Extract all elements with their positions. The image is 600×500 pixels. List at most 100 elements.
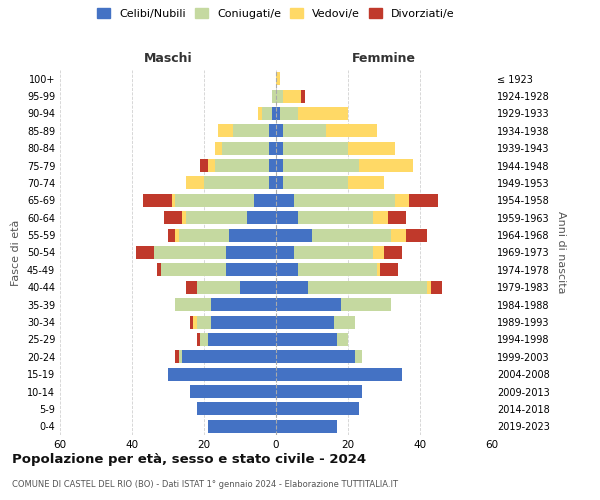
Bar: [226, 264, 276, 276]
Y-axis label: Fasce di età: Fasce di età: [11, 220, 21, 286]
Bar: [168, 368, 276, 380]
Bar: [276, 420, 337, 433]
Bar: [200, 159, 208, 172]
Bar: [341, 298, 391, 311]
Bar: [193, 316, 197, 328]
Bar: [190, 385, 276, 398]
Bar: [276, 124, 283, 138]
Bar: [348, 142, 395, 154]
Bar: [154, 246, 226, 259]
Bar: [269, 159, 276, 172]
Bar: [298, 264, 377, 276]
Bar: [276, 316, 334, 328]
Bar: [211, 316, 276, 328]
Bar: [276, 280, 308, 294]
Bar: [276, 107, 280, 120]
Bar: [168, 228, 175, 241]
Bar: [355, 350, 362, 364]
Bar: [294, 194, 395, 207]
Bar: [409, 194, 438, 207]
Text: Maschi: Maschi: [143, 52, 193, 65]
Bar: [272, 90, 276, 102]
Bar: [175, 228, 179, 241]
Bar: [164, 211, 182, 224]
Bar: [269, 176, 276, 190]
Bar: [215, 142, 222, 154]
Bar: [276, 264, 298, 276]
Bar: [294, 246, 373, 259]
Bar: [272, 107, 276, 120]
Bar: [143, 194, 172, 207]
Bar: [359, 159, 413, 172]
Bar: [276, 194, 294, 207]
Text: Popolazione per età, sesso e stato civile - 2024: Popolazione per età, sesso e stato civil…: [12, 452, 366, 466]
Bar: [276, 72, 280, 85]
Bar: [326, 124, 377, 138]
Bar: [182, 211, 186, 224]
Bar: [179, 228, 229, 241]
Bar: [197, 280, 240, 294]
Bar: [211, 298, 276, 311]
Bar: [200, 333, 208, 346]
Bar: [276, 159, 283, 172]
Text: Femmine: Femmine: [352, 52, 416, 65]
Bar: [276, 385, 362, 398]
Bar: [276, 402, 359, 415]
Bar: [175, 194, 254, 207]
Bar: [391, 228, 406, 241]
Bar: [186, 280, 197, 294]
Bar: [380, 264, 398, 276]
Bar: [388, 211, 406, 224]
Bar: [276, 228, 312, 241]
Bar: [247, 211, 276, 224]
Bar: [276, 368, 402, 380]
Bar: [283, 176, 348, 190]
Bar: [348, 176, 384, 190]
Bar: [276, 350, 355, 364]
Bar: [197, 333, 200, 346]
Bar: [179, 350, 182, 364]
Bar: [276, 333, 337, 346]
Legend: Celibi/Nubili, Coniugati/e, Vedovi/e, Divorziati/e: Celibi/Nubili, Coniugati/e, Vedovi/e, Di…: [97, 8, 455, 19]
Bar: [283, 159, 359, 172]
Bar: [175, 350, 179, 364]
Bar: [276, 90, 283, 102]
Y-axis label: Anni di nascita: Anni di nascita: [556, 211, 566, 294]
Bar: [233, 124, 269, 138]
Bar: [161, 264, 226, 276]
Bar: [337, 333, 348, 346]
Bar: [175, 298, 211, 311]
Bar: [218, 124, 233, 138]
Bar: [431, 280, 442, 294]
Bar: [312, 228, 391, 241]
Bar: [240, 280, 276, 294]
Bar: [226, 246, 276, 259]
Bar: [283, 124, 326, 138]
Bar: [186, 176, 204, 190]
Bar: [283, 142, 348, 154]
Bar: [427, 280, 431, 294]
Bar: [334, 316, 355, 328]
Bar: [208, 159, 215, 172]
Bar: [190, 316, 193, 328]
Bar: [276, 298, 341, 311]
Bar: [298, 211, 373, 224]
Bar: [283, 90, 301, 102]
Bar: [182, 350, 276, 364]
Bar: [384, 246, 402, 259]
Bar: [136, 246, 154, 259]
Bar: [308, 280, 427, 294]
Bar: [258, 107, 262, 120]
Bar: [373, 246, 384, 259]
Bar: [229, 228, 276, 241]
Bar: [172, 194, 175, 207]
Bar: [276, 246, 294, 259]
Bar: [215, 159, 269, 172]
Bar: [276, 211, 298, 224]
Bar: [301, 90, 305, 102]
Bar: [208, 420, 276, 433]
Bar: [373, 211, 388, 224]
Bar: [280, 107, 298, 120]
Text: COMUNE DI CASTEL DEL RIO (BO) - Dati ISTAT 1° gennaio 2024 - Elaborazione TUTTIT: COMUNE DI CASTEL DEL RIO (BO) - Dati IST…: [12, 480, 398, 489]
Bar: [298, 107, 348, 120]
